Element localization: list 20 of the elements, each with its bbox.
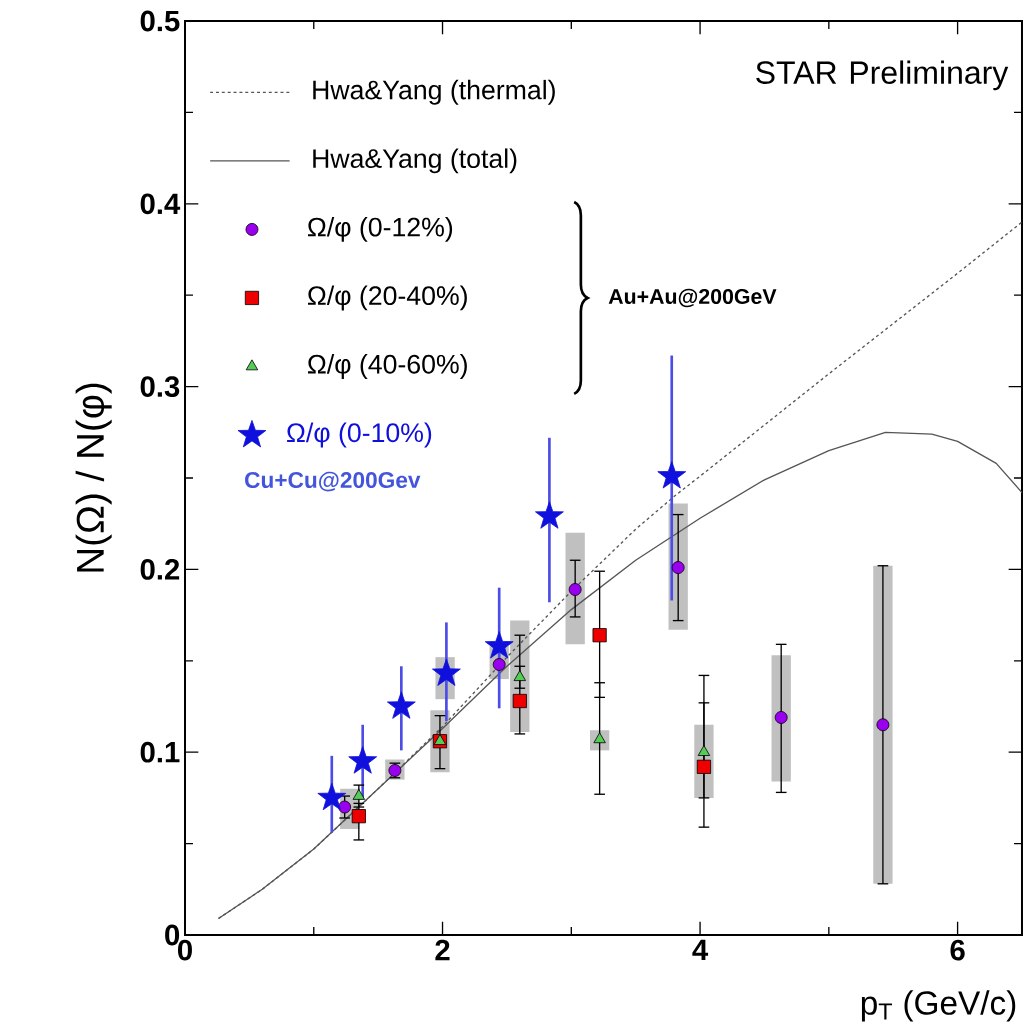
legend-label: Ω/φ (40-60%) [308, 354, 467, 379]
legend-label: Hwa&Yang (thermal) [313, 79, 555, 105]
annotation: Cu+Cu@200Gev [245, 471, 421, 492]
y-tick-label: 0.5 [140, 10, 180, 32]
legend-label: Ω/φ (20-40%) [308, 285, 467, 311]
y-axis-title: N(Ω) / N(φ) [75, 383, 112, 572]
legend-label: Hwa&Yang (total) [313, 148, 517, 174]
y-tick-label: 0.3 [140, 376, 180, 398]
y-tick-label: 0.1 [140, 741, 180, 763]
annotation: Au+Au@200GeV [608, 288, 777, 308]
x-tick-label: 6 [950, 939, 965, 961]
y-tick-label: 0.2 [140, 559, 180, 580]
legend-label: Ω/φ (0-10%) [287, 422, 432, 448]
x-tick-label: 2 [435, 939, 450, 961]
y-tick-label: 0 [165, 924, 180, 946]
y-tick-label: 0.4 [140, 193, 181, 215]
legend-label: Ω/φ (0-12%) [308, 216, 453, 242]
x-axis-title: p$_{T}$ (GeV/c) [861, 990, 1016, 1022]
x-tick-label: 4 [692, 939, 709, 960]
annotation: STAR Preliminary [756, 60, 1009, 91]
